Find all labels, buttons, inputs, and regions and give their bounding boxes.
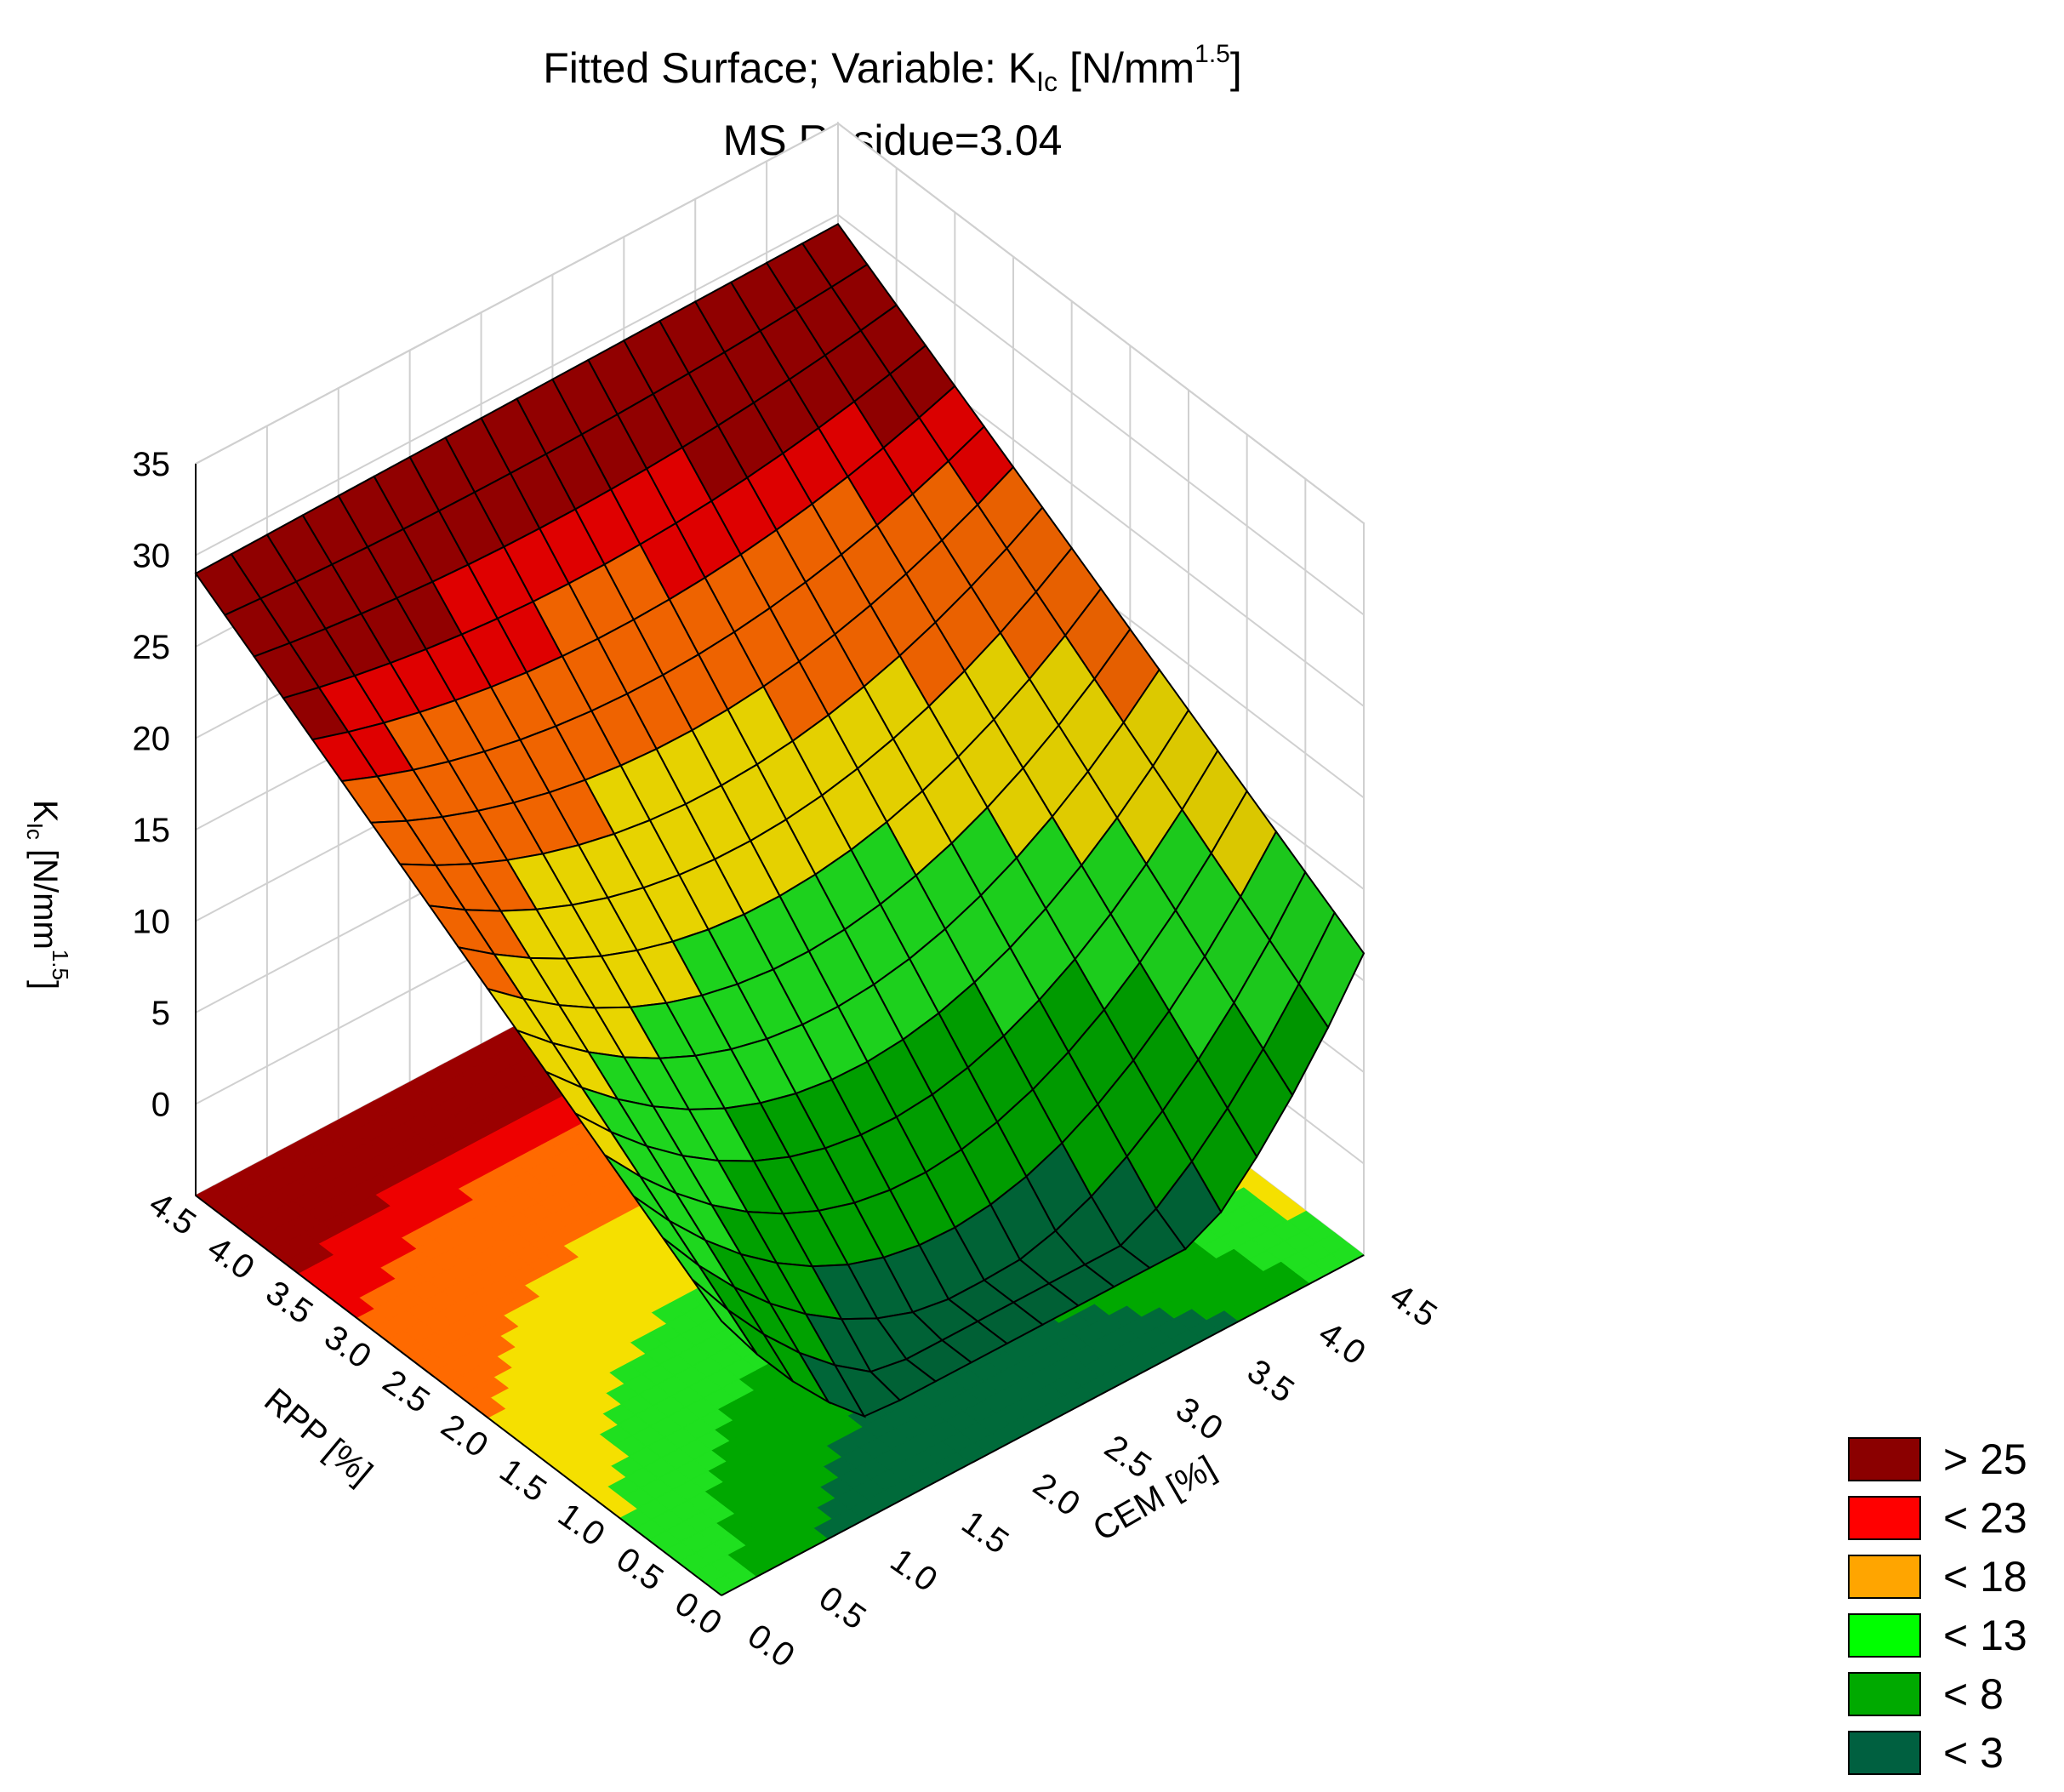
cem-tick-label: 3.5 — [1240, 1352, 1301, 1410]
legend-label: < 3 — [1943, 1728, 2004, 1777]
z-axis-label-part: Ic — [22, 823, 48, 840]
legend-item: < 3 — [1848, 1723, 2027, 1782]
cem-tick-label: 2.0 — [1026, 1466, 1086, 1524]
z-tick-label: 5 — [151, 995, 170, 1032]
legend-swatch — [1848, 1612, 1921, 1658]
wall-gridline — [195, 122, 1365, 524]
legend-swatch — [1848, 1554, 1921, 1599]
cem-tick-label: 1.5 — [955, 1504, 1016, 1561]
z-axis-label-part: ] — [26, 980, 64, 990]
axes — [195, 464, 1365, 1596]
legend-item: > 25 — [1848, 1430, 2027, 1488]
legend-item: < 13 — [1848, 1606, 2027, 1664]
z-tick-label: 35 — [133, 446, 171, 483]
z-axis-label-part: 1.5 — [48, 950, 73, 980]
legend-swatch — [1848, 1436, 1921, 1481]
legend-swatch — [1848, 1730, 1921, 1775]
legend-label: < 13 — [1943, 1611, 2027, 1659]
z-axis-label-part: K — [26, 800, 64, 823]
legend-label: < 23 — [1943, 1493, 2027, 1542]
legend-swatch — [1848, 1495, 1921, 1540]
z-tick-label: 25 — [133, 629, 171, 666]
cem-tick-label: 2.5 — [1098, 1428, 1158, 1486]
legend-item: < 23 — [1848, 1488, 2027, 1547]
wall-gridline — [195, 214, 1365, 616]
legend-swatch — [1848, 1671, 1921, 1716]
legend-label: < 18 — [1943, 1552, 2027, 1601]
surface-cell — [691, 1278, 758, 1355]
z-tick-label: 0 — [151, 1087, 170, 1124]
z-axis-label-part: [N/mm — [26, 840, 64, 950]
z-axis-label: KIc [N/mm1.5] — [22, 800, 73, 990]
cem-tick-label: 3.0 — [1169, 1390, 1229, 1448]
legend-item: < 18 — [1848, 1547, 2027, 1606]
rpp-axis-line — [195, 1195, 722, 1596]
cem-tick-label: 1.0 — [884, 1541, 944, 1599]
cem-tick-label: 4.5 — [1383, 1276, 1444, 1334]
legend: > 25 < 23 < 18 < 13 < 8 < 3 — [1848, 1430, 2027, 1782]
cem-tick-label: 4.0 — [1312, 1315, 1372, 1373]
z-tick-label: 15 — [133, 812, 171, 849]
cem-tick-label: 0.5 — [812, 1579, 873, 1637]
fitted-surface — [194, 223, 1366, 1418]
z-tick-label: 20 — [133, 721, 171, 758]
chart-title: Fitted Surface; Variable: KIc [N/mm1.5] — [543, 40, 1242, 97]
legend-item: < 8 — [1848, 1664, 2027, 1723]
rpp-tick-label: 4.5 — [142, 1184, 202, 1242]
z-tick-label: 30 — [133, 538, 171, 575]
cem-axis-line — [721, 1254, 1365, 1596]
z-tick-label: 10 — [133, 904, 171, 941]
legend-label: < 8 — [1943, 1669, 2004, 1718]
surface-plot: 0.00.51.01.52.02.53.03.54.04.50.00.51.01… — [22, 121, 1444, 1675]
cem-tick-label: 0.0 — [741, 1617, 801, 1675]
legend-label: > 25 — [1943, 1435, 2027, 1483]
rpp-axis-label: RPP [%] — [257, 1381, 379, 1492]
